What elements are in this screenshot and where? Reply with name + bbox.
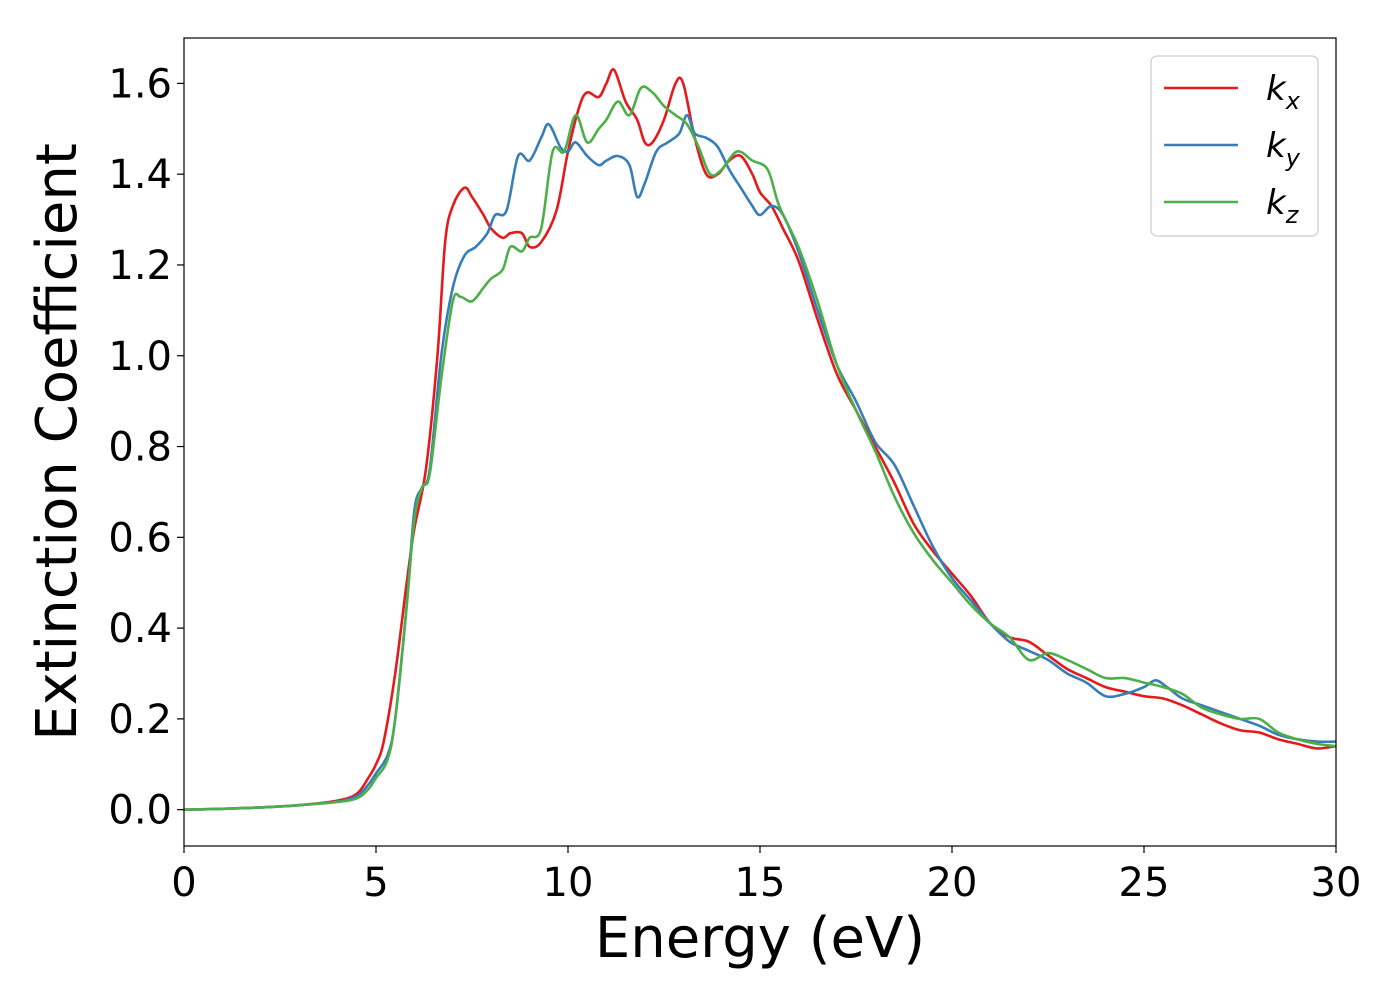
y-tick-label: 1.2	[108, 243, 172, 289]
y-tick-label: 0.2	[108, 697, 172, 743]
x-tick-label: 20	[927, 860, 978, 906]
x-axis: 0 5 10 15 20 25 30	[171, 846, 1361, 906]
y-tick-label: 0.8	[108, 425, 172, 471]
y-tick-label: 0.4	[108, 606, 172, 652]
x-tick-label: 15	[735, 860, 786, 906]
y-tick-label: 1.4	[108, 152, 172, 198]
series-line-x	[183, 68, 1337, 811]
plot-lines	[183, 68, 1337, 811]
x-tick-label: 25	[1119, 860, 1170, 906]
series-line-z	[183, 85, 1337, 811]
y-tick-label: 1.6	[108, 61, 172, 107]
x-axis-title: Energy (eV)	[595, 906, 925, 971]
x-tick-label: 10	[543, 860, 594, 906]
x-tick-label: 30	[1311, 860, 1362, 906]
x-tick-label: 5	[363, 860, 388, 906]
y-tick-label: 0.6	[108, 515, 172, 561]
y-tick-label: 0.0	[108, 788, 172, 834]
y-tick-label: 1.0	[108, 334, 172, 380]
x-tick-label: 0	[171, 860, 196, 906]
y-axis: 0.0 0.2 0.4 0.6 0.8 1.0 1.2 1.4 1.6	[108, 61, 184, 834]
y-axis-title: Extinction Coefficient	[25, 143, 90, 741]
